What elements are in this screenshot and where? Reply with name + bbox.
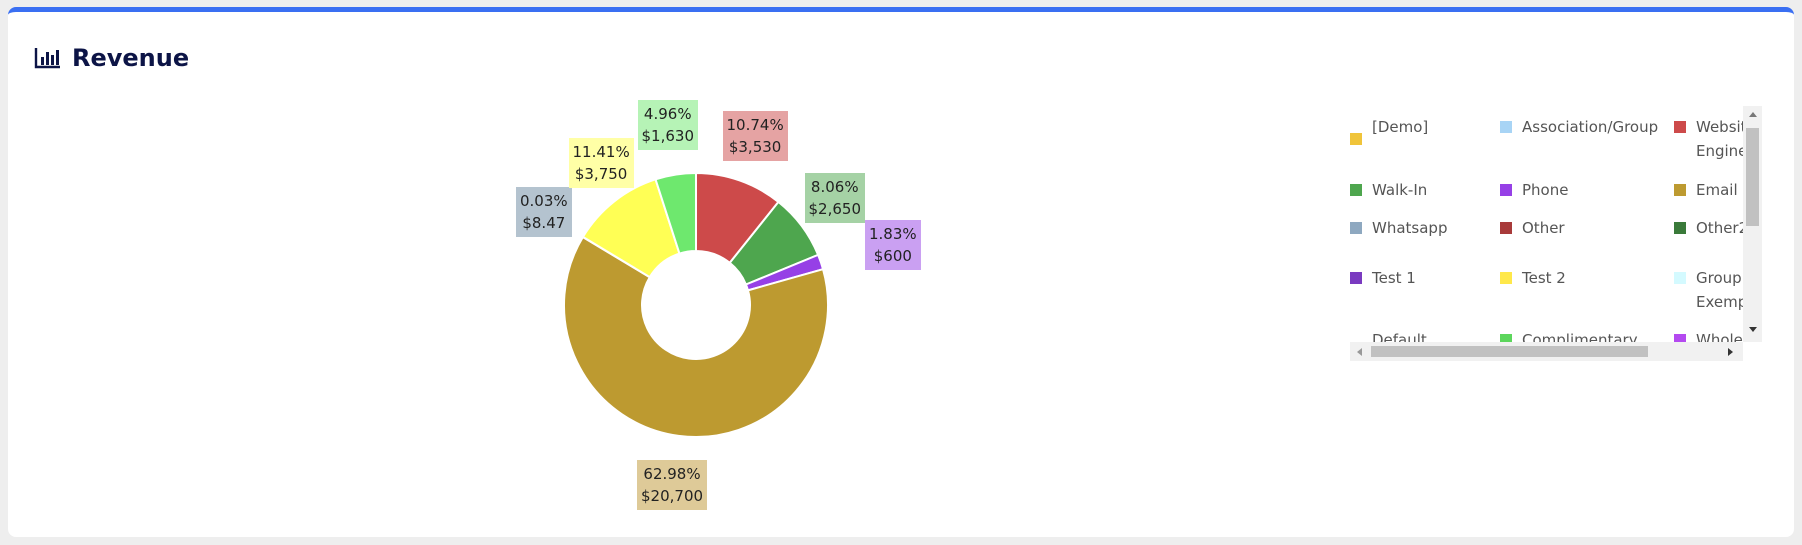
- legend-item[interactable]: Test 2: [1500, 266, 1672, 290]
- scroll-down-arrow-icon[interactable]: [1749, 327, 1757, 332]
- slice-percent-label: 62.98%: [643, 465, 701, 483]
- pie-slice-email[interactable]: [563, 235, 829, 438]
- slice-percent-label: 11.41%: [572, 143, 630, 161]
- legend-swatch: [1500, 121, 1512, 133]
- slice-value-label: $8.47: [522, 214, 566, 232]
- slice-data-label: 0.03% $8.47: [516, 187, 572, 237]
- slice-percent-label: 4.96%: [643, 105, 692, 123]
- horizontal-scroll-thumb[interactable]: [1371, 346, 1648, 357]
- legend-label: Group Exempt: [1696, 269, 1743, 311]
- slice-data-label: 4.96% $1,630: [637, 100, 698, 150]
- slice-value-label: $20,700: [641, 487, 704, 505]
- legend-label: Walk-In: [1372, 181, 1428, 199]
- legend-swatch: [1500, 184, 1512, 196]
- legend-item[interactable]: Other2: [1674, 216, 1743, 240]
- slice-value-label: $3,750: [574, 165, 628, 183]
- slice-data-label: 11.41% $3,750: [568, 138, 634, 188]
- card-title: Revenue: [72, 44, 190, 72]
- legend-item[interactable]: Email: [1674, 178, 1743, 202]
- pie-slice-complimentary[interactable]: [654, 171, 697, 255]
- slice-data-label: 1.83% $600: [865, 220, 921, 270]
- slice-percent-label: 8.06%: [810, 178, 859, 196]
- legend-swatch: [1674, 184, 1686, 196]
- legend-swatch: [1350, 184, 1362, 196]
- slice-value-label: $2,650: [808, 200, 862, 218]
- slice-percent-label: 0.03%: [520, 192, 568, 210]
- slice-data-label: 10.74% $3,530: [722, 111, 788, 161]
- slice-value-label: $600: [873, 247, 912, 265]
- scroll-right-arrow-icon[interactable]: [1728, 348, 1733, 356]
- legend-label: Default: [1372, 331, 1427, 342]
- slice-percent-label: 10.74%: [726, 116, 784, 134]
- legend-swatch: [1500, 222, 1512, 234]
- legend-label: Other2: [1696, 219, 1743, 237]
- slice-percent-label: 1.83%: [869, 225, 917, 243]
- legend-label: Other: [1522, 219, 1565, 237]
- legend-swatch: [1500, 272, 1512, 284]
- legend-swatch: [1350, 133, 1362, 145]
- legend-swatch: [1674, 222, 1686, 234]
- legend-label: [Demo]: [1372, 118, 1429, 136]
- legend-label: Complimentary: [1522, 331, 1638, 342]
- slice-value-label: $3,530: [728, 138, 782, 156]
- legend-item[interactable]: Test 1: [1350, 266, 1522, 290]
- card-header: Revenue: [34, 44, 189, 72]
- legend-swatch: [1350, 272, 1362, 284]
- vertical-scroll-thumb[interactable]: [1746, 128, 1759, 226]
- legend-label: Phone: [1522, 181, 1569, 199]
- legend-horizontal-scrollbar[interactable]: [1350, 342, 1743, 361]
- legend-item[interactable]: Phone: [1500, 178, 1672, 202]
- slice-value-label: $1,630: [641, 127, 695, 145]
- legend-item[interactable]: Wholesale: [1674, 328, 1743, 342]
- legend-item[interactable]: Walk-In: [1350, 178, 1522, 202]
- legend-swatch: [1350, 222, 1362, 234]
- scroll-up-arrow-icon[interactable]: [1749, 112, 1757, 117]
- legend-item[interactable]: Other: [1500, 216, 1672, 240]
- legend-label: Association/Group: [1522, 118, 1659, 136]
- legend-item[interactable]: Default: [1350, 328, 1522, 342]
- legend-swatch: [1674, 334, 1686, 342]
- scroll-left-arrow-icon[interactable]: [1357, 348, 1362, 356]
- slice-data-label: 8.06% $2,650: [804, 173, 865, 223]
- legend-label: Email: [1696, 181, 1738, 199]
- legend-swatch: [1674, 272, 1686, 284]
- legend-label: Whatsapp: [1372, 219, 1448, 237]
- legend-label: Test 1: [1372, 269, 1416, 287]
- legend-item[interactable]: [Demo]: [1350, 115, 1522, 145]
- slice-data-label: 62.98% $20,700: [637, 460, 708, 510]
- legend-item[interactable]: Website Engine: [1674, 115, 1743, 163]
- legend-label: Test 2: [1522, 269, 1566, 287]
- legend-swatch: [1500, 334, 1512, 342]
- legend-item[interactable]: Association/Group: [1500, 115, 1672, 139]
- legend-item[interactable]: Group Exempt: [1674, 266, 1743, 314]
- legend-viewport: [Demo] Association/Group Website Engine Wal…: [1350, 106, 1743, 342]
- legend-item[interactable]: Complimentary: [1500, 328, 1672, 342]
- legend-item[interactable]: Whatsapp: [1350, 216, 1522, 240]
- legend-vertical-scrollbar[interactable]: [1743, 106, 1762, 342]
- bar-chart-icon: [34, 48, 60, 69]
- legend-label: Wholesale: [1696, 331, 1743, 342]
- legend: [Demo] Association/Group Website Engine Wal…: [1350, 106, 1762, 361]
- legend-swatch: [1674, 121, 1686, 133]
- legend-label: Website Engine: [1696, 118, 1743, 160]
